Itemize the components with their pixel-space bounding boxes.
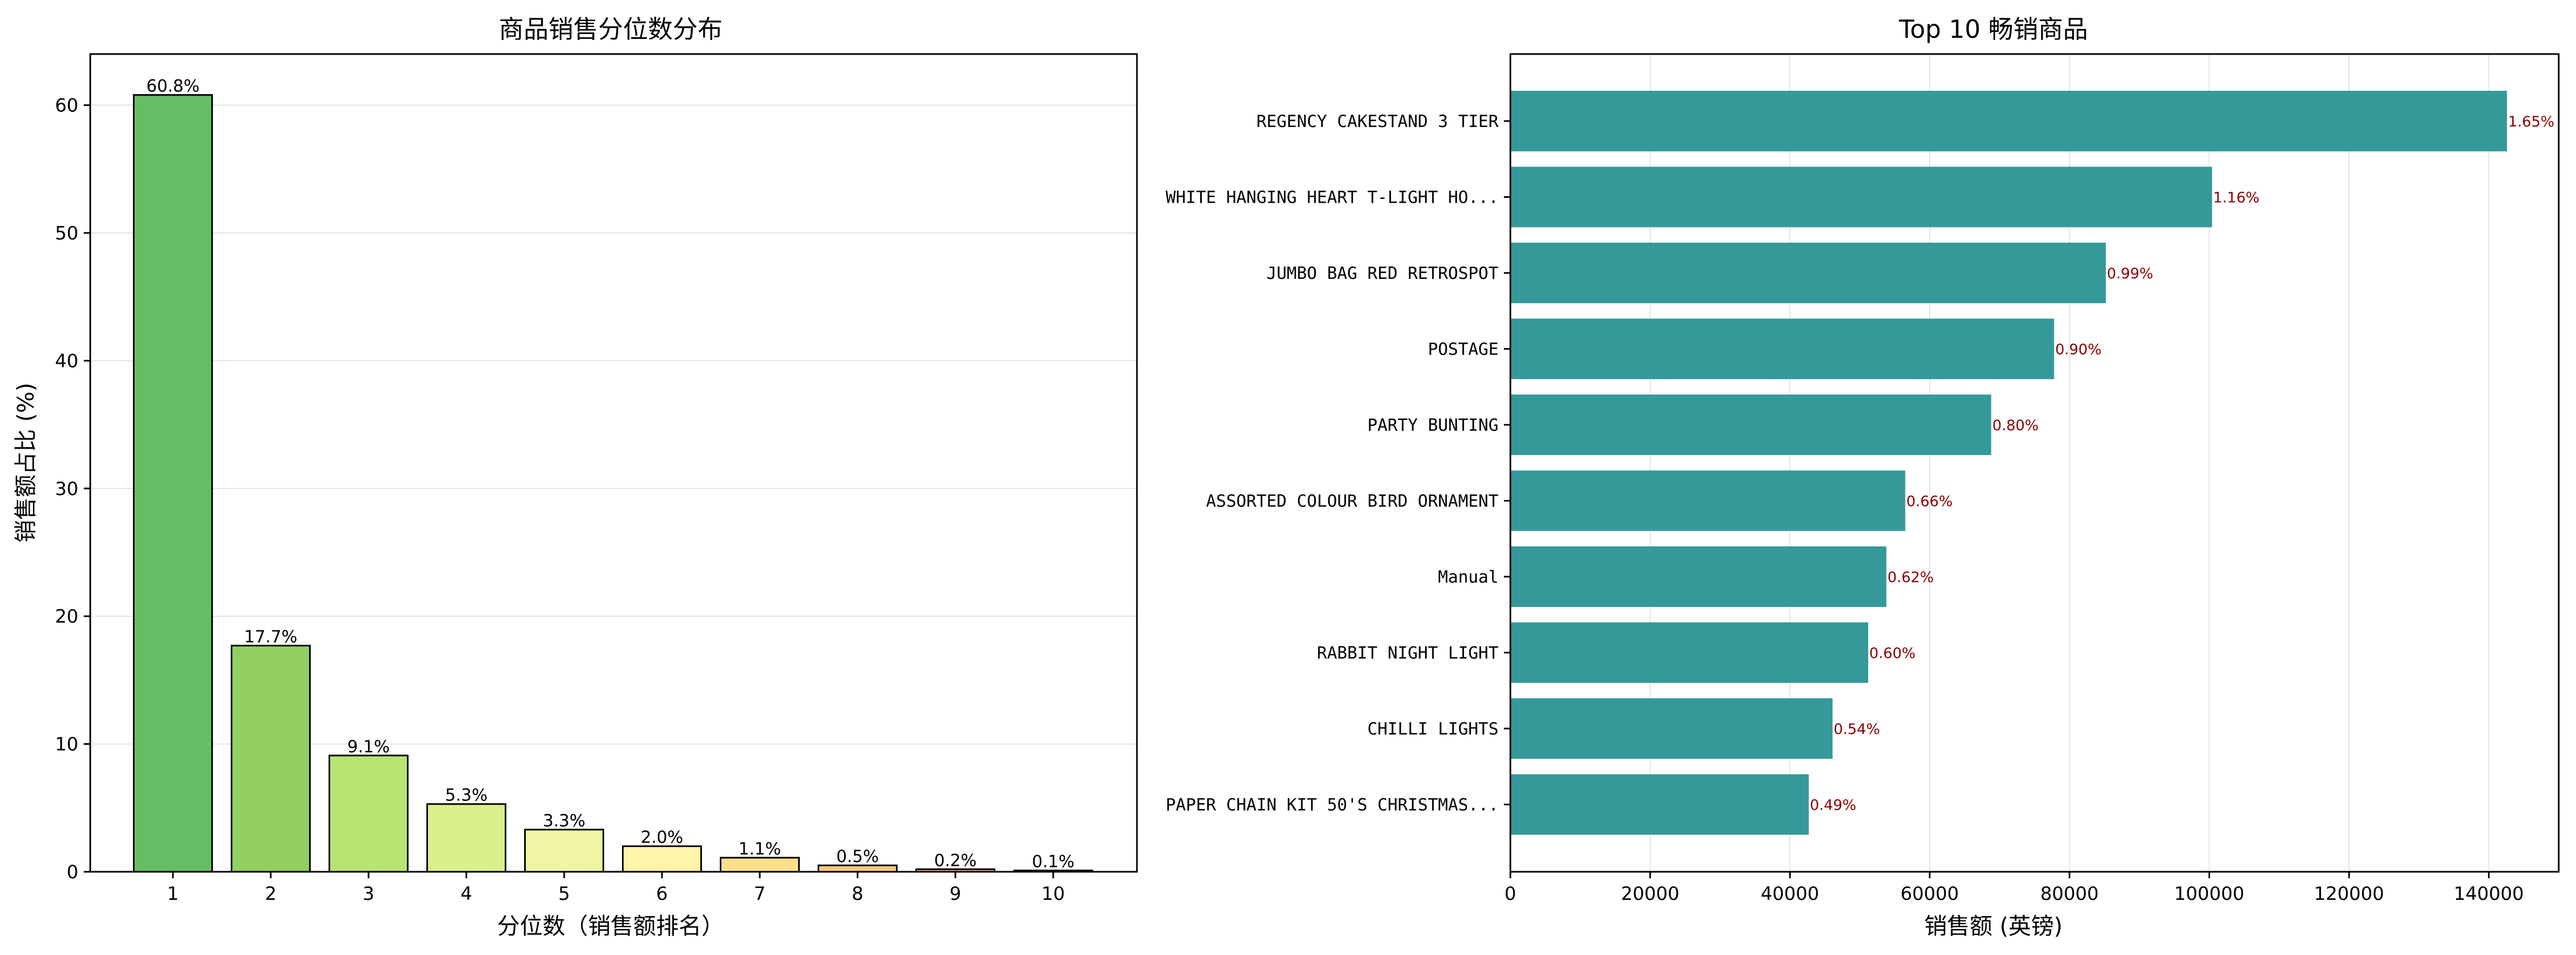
right-bar-value-label: 0.62% — [1888, 569, 1934, 586]
right-y-tick-label: REGENCY CAKESTAND 3 TIER — [1256, 112, 1498, 131]
right-bar-value-label: 0.80% — [1992, 417, 2039, 434]
right-x-tick-label: 100000 — [2174, 883, 2244, 905]
right-chart-title: Top 10 畅销商品 — [1898, 15, 2087, 44]
right-y-tick-label: Manual — [1438, 567, 1498, 587]
right-bar — [1510, 243, 2106, 303]
right-bar-value-label: 0.66% — [1906, 493, 1953, 510]
right-y-tick-label: ASSORTED COLOUR BIRD ORNAMENT — [1206, 492, 1498, 511]
right-x-tick-label: 120000 — [2314, 883, 2384, 905]
right-bars — [1510, 91, 2507, 835]
left-bar-value-label: 9.1% — [347, 737, 390, 757]
left-x-tick-label: 1 — [167, 883, 179, 905]
left-plot-frame — [89, 53, 1138, 873]
right-y-tick-label: WHITE HANGING HEART T-LIGHT HO... — [1166, 188, 1498, 208]
right-bar-value-label: 0.54% — [1834, 721, 1880, 738]
left-y-tick-label: 50 — [55, 223, 78, 244]
right-bar-value-label: 1.65% — [2508, 113, 2554, 130]
right-y-tick-label: RABBIT NIGHT LIGHT — [1317, 644, 1498, 663]
left-y-tick-label: 10 — [55, 734, 78, 756]
left-x-tick-label: 3 — [363, 883, 374, 905]
left-y-ticks: 0 10 20 30 40 50 60 — [55, 95, 90, 883]
top10-hbar-chart: Top 10 畅销商品 1.65% 1.16% 0.99% 0.90% 0.80% 0.6… — [1166, 15, 2560, 939]
left-bar-labels: 60.8% 17.7% 9.1% 5.3% 3.3% 2.0% 1.1% 0.5% 0.2% 0.… — [146, 77, 1075, 872]
left-bar — [622, 845, 702, 873]
right-bar — [1510, 698, 1833, 759]
right-bar — [1510, 395, 1991, 455]
right-bar-value-label: 0.49% — [1810, 797, 1856, 814]
left-bar — [524, 829, 604, 873]
left-bar-value-label: 17.7% — [244, 627, 297, 647]
right-y-tick-label: POSTAGE — [1428, 340, 1498, 359]
right-y-tick-label: PAPER CHAIN KIT 50'S CHRISTMAS... — [1166, 796, 1498, 815]
left-bars — [133, 94, 1093, 873]
left-bar — [231, 645, 311, 873]
right-plot-frame — [1509, 53, 2560, 873]
left-bar — [329, 754, 409, 873]
right-bar — [1510, 774, 1809, 835]
quantile-bar-chart: 商品销售分位数分布 60.8% 17.7% 9.1% 5.3% 3.3% 2.0% 1.1%… — [12, 15, 1138, 939]
left-x-tick-label: 7 — [754, 883, 766, 905]
left-bar-value-label: 1.1% — [739, 839, 781, 859]
right-x-tick-label: 80000 — [2040, 883, 2099, 905]
left-bar — [720, 857, 800, 873]
left-x-axis-label: 分位数（销售额排名） — [497, 913, 724, 939]
left-x-tick-label: 6 — [656, 883, 668, 905]
right-bar — [1510, 546, 1886, 607]
right-x-axis-label: 销售额 (英镑) — [1924, 913, 2063, 939]
right-y-tick-label: CHILLI LIGHTS — [1367, 719, 1498, 739]
left-y-tick-label: 30 — [55, 478, 78, 500]
left-bar-value-label: 2.0% — [641, 828, 684, 847]
right-bar-value-label: 1.16% — [2213, 190, 2260, 206]
right-bar — [1510, 318, 2055, 379]
right-x-tick-label: 40000 — [1761, 883, 1819, 905]
right-bar-value-label: 0.60% — [1869, 645, 1916, 662]
left-chart-title: 商品销售分位数分布 — [499, 15, 722, 44]
left-x-ticks: 1 2 3 4 5 6 7 8 9 10 — [167, 872, 1065, 905]
right-bar — [1510, 622, 1869, 683]
left-y-tick-label: 60 — [55, 95, 78, 117]
left-bar-value-label: 0.2% — [934, 851, 977, 870]
left-bar-value-label: 0.1% — [1032, 852, 1075, 872]
left-bar-value-label: 0.5% — [837, 847, 879, 866]
right-bar — [1510, 470, 1905, 531]
right-bar-value-label: 0.99% — [2107, 265, 2153, 282]
right-x-tick-label: 140000 — [2454, 883, 2524, 905]
right-x-tick-label: 20000 — [1621, 883, 1680, 905]
left-y-tick-label: 20 — [55, 606, 78, 627]
right-x-ticks: 0 20000 40000 60000 80000 100000 120000 140000 — [1504, 872, 2524, 905]
left-bar — [426, 803, 506, 873]
right-bar — [1510, 91, 2507, 151]
left-x-tick-label: 9 — [949, 883, 961, 905]
left-y-axis-label: 销售额占比 (%) — [12, 383, 39, 543]
left-y-tick-label: 40 — [55, 350, 78, 372]
right-bar-labels: 1.65% 1.16% 0.99% 0.90% 0.80% 0.66% 0.62% 0.60%… — [1810, 113, 2554, 814]
right-bar-value-label: 0.90% — [2055, 342, 2102, 358]
left-x-tick-label: 4 — [460, 883, 472, 905]
left-x-tick-label: 5 — [558, 883, 570, 905]
left-x-tick-label: 8 — [852, 883, 864, 905]
left-gridlines — [90, 104, 1137, 745]
left-bar-value-label: 60.8% — [146, 77, 199, 96]
left-x-tick-label: 2 — [265, 883, 277, 905]
left-y-tick-label: 0 — [66, 861, 78, 883]
left-bar-value-label: 3.3% — [543, 811, 586, 831]
right-y-ticks: REGENCY CAKESTAND 3 TIER WHITE HANGING HE… — [1166, 112, 1510, 815]
left-x-tick-label: 10 — [1041, 883, 1065, 905]
left-bar-value-label: 5.3% — [445, 786, 488, 805]
right-x-tick-label: 0 — [1504, 883, 1516, 905]
right-y-tick-label: PARTY BUNTING — [1367, 416, 1498, 435]
right-x-tick-label: 60000 — [1901, 883, 1959, 905]
right-bar — [1510, 166, 2212, 228]
left-bar — [133, 94, 213, 873]
right-y-tick-label: JUMBO BAG RED RETROSPOT — [1267, 264, 1498, 283]
